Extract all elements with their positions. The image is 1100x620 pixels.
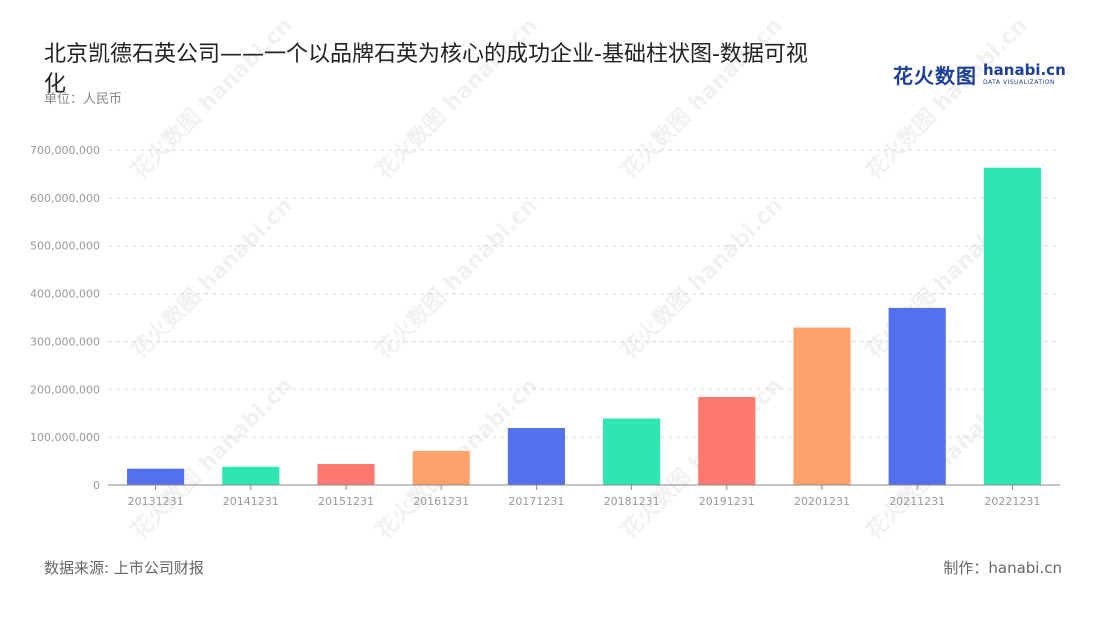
x-tick-label: 20211231	[889, 495, 945, 508]
bar-20161231	[412, 451, 470, 485]
bar-20201231	[793, 327, 851, 485]
logo-subtext: DATA VISUALIZATION	[983, 79, 1056, 86]
y-tick-label: 0	[93, 479, 100, 492]
x-tick-label: 20141231	[223, 495, 279, 508]
y-tick-label: 600,000,000	[30, 192, 100, 205]
data-source: 数据来源: 上市公司财报	[44, 559, 204, 577]
x-tick-label: 20221231	[984, 495, 1040, 508]
bar-20211231	[888, 307, 946, 485]
bar-20171231	[507, 428, 565, 485]
bars	[127, 167, 1041, 485]
watermark: 花火数图 hanabi.cn	[371, 192, 543, 364]
y-tick-label: 200,000,000	[30, 383, 100, 396]
x-axis-labels: 20131231 20141231 20151231 20161231 20171231…	[128, 485, 1040, 508]
y-tick-label: 400,000,000	[30, 288, 100, 301]
bar-20151231	[317, 463, 375, 485]
y-tick-label: 700,000,000	[30, 144, 100, 157]
x-tick-label: 20161231	[413, 495, 469, 508]
chart-title: 北京凯德石英公司——一个以品牌石英为核心的成功企业-基础柱状图-数据可视化	[44, 42, 808, 97]
watermark: 花火数图 hanabi.cn	[616, 192, 788, 364]
watermark: 花火数图 hanabi.cn	[126, 192, 298, 364]
watermark: 花火数图 hanabi.cn	[861, 12, 1033, 184]
x-tick-label: 20171231	[508, 495, 564, 508]
y-tick-label: 500,000,000	[30, 240, 100, 253]
bar-20131231	[127, 468, 185, 485]
bar-20191231	[698, 396, 756, 485]
watermark: 花火数图 hanabi.cn	[126, 12, 298, 184]
x-tick-label: 20181231	[604, 495, 660, 508]
brand-logo: 花火数图 hanabi.cn DATA VISUALIZATION	[893, 60, 1066, 89]
watermark: 花火数图 hanabi.cn	[616, 12, 788, 184]
bar-20221231	[983, 167, 1041, 485]
x-tick-label: 20151231	[318, 495, 374, 508]
y-tick-label: 100,000,000	[30, 431, 100, 444]
bar-20181231	[603, 418, 661, 485]
x-tick-label: 20131231	[128, 495, 184, 508]
unit-label: 单位：人民币	[44, 92, 123, 107]
logo-mark: 花火数图	[893, 64, 977, 88]
bar-20141231	[222, 466, 280, 485]
x-tick-label: 20191231	[699, 495, 755, 508]
x-tick-label: 20201231	[794, 495, 850, 508]
watermark: 花火数图 hanabi.cn	[126, 372, 298, 544]
maker-credit: 制作：hanabi.cn	[943, 559, 1062, 577]
watermark: 花火数图 hanabi.cn	[371, 12, 543, 184]
y-axis-labels: 0 100,000,000 200,000,000 300,000,000 400,00…	[30, 144, 100, 492]
y-tick-label: 300,000,000	[30, 335, 100, 348]
logo-main-text: hanabi.cn	[983, 61, 1066, 79]
